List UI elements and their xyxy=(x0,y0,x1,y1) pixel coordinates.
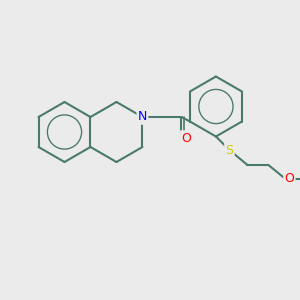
Text: S: S xyxy=(225,143,233,157)
Text: O: O xyxy=(181,131,191,145)
Text: N: N xyxy=(138,110,147,124)
Text: O: O xyxy=(284,172,294,185)
